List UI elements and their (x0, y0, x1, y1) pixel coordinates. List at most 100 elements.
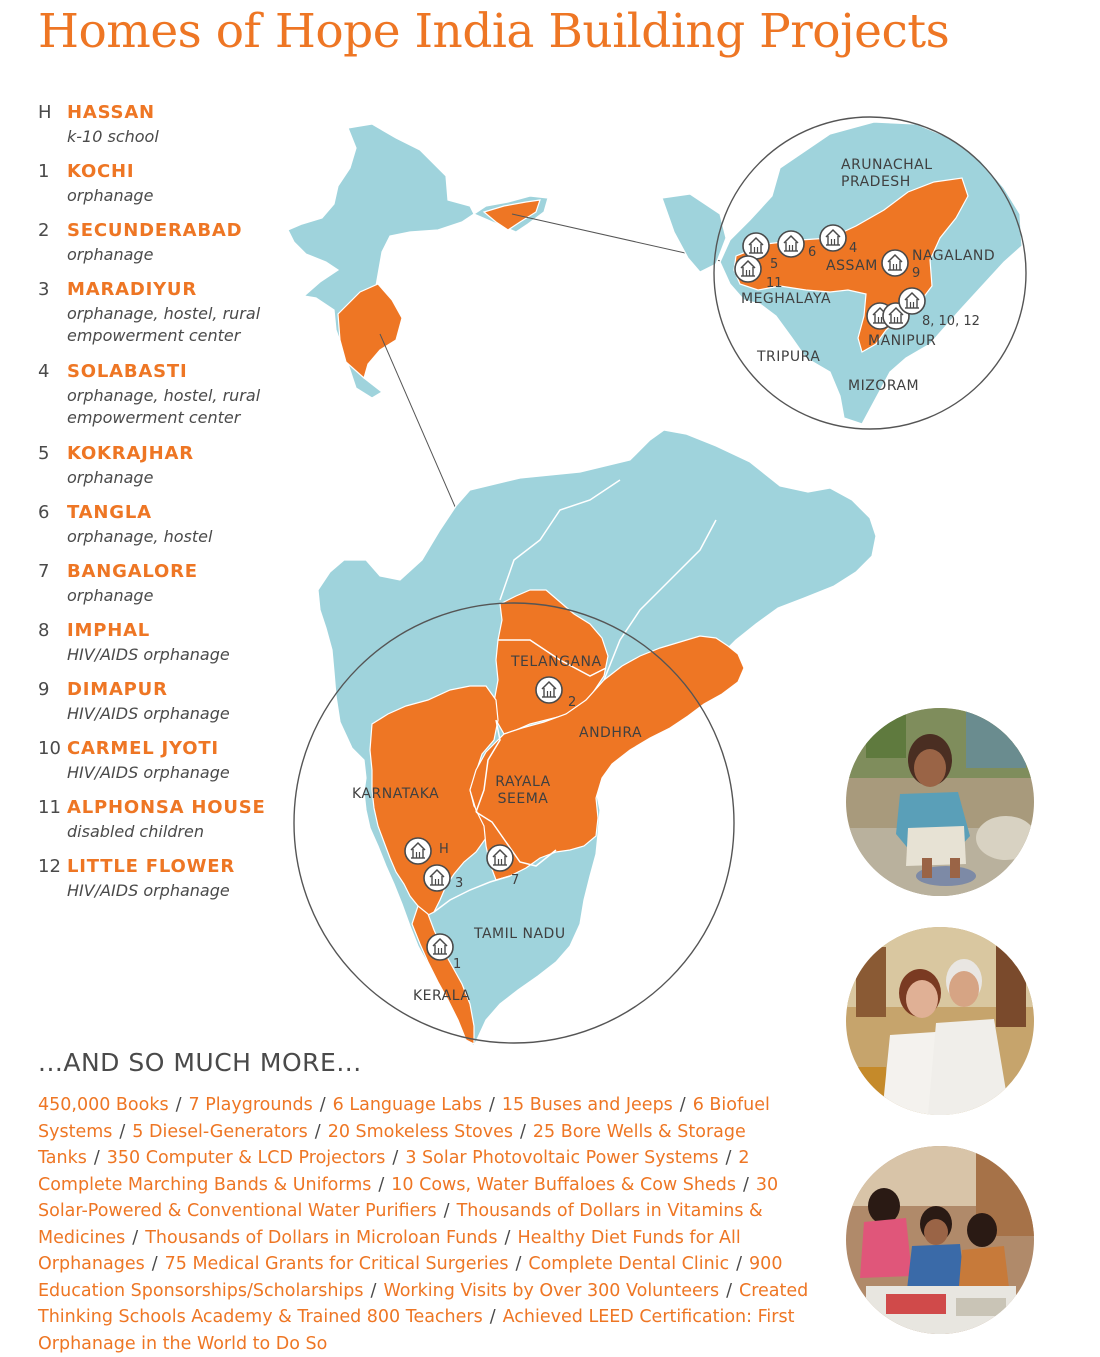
legend-number: 7 (38, 561, 50, 582)
achievement-item: 30 Solar-Powered & Conventional Water Pu… (38, 1174, 779, 1222)
marker-number: 7 (511, 873, 520, 888)
label-meghalaya: MEGHALAYA (741, 291, 832, 307)
legend-number: 4 (38, 361, 50, 382)
achievement-separator: / (488, 1095, 495, 1115)
legend-item: 10 CARMEL JYOTI HIV/AIDS orphanage (38, 736, 338, 795)
photo-couple (846, 927, 1034, 1115)
legend-description: disabled children (67, 822, 204, 841)
legend-description: orphanage (67, 186, 154, 205)
legend-name: IMPHAL (67, 620, 151, 641)
achievement-item: 2 Complete Marching Bands & Uniforms (38, 1148, 750, 1195)
marker-number: 8, 10, 12 (922, 314, 980, 329)
legend-description: orphanage, hostel, rural empowerment cen… (67, 386, 261, 427)
achievement-item: 6 Biofuel Systems (38, 1095, 770, 1142)
legend-description: k-10 school (67, 127, 159, 146)
legend-number: 2 (38, 220, 50, 241)
legend-item: 8 IMPHAL HIV/AIDS orphanage (38, 618, 338, 677)
state-borders (433, 479, 717, 913)
legend-description: orphanage (67, 468, 154, 487)
legend-description: HIV/AIDS orphanage (67, 645, 230, 664)
state-border-line (475, 719, 501, 813)
more-heading: ...AND SO MUCH MORE... (38, 1048, 362, 1077)
achievement-separator: / (725, 1148, 732, 1168)
label-telangana: TELANGANA (511, 654, 602, 670)
legend-item: H HASSAN k-10 school (38, 100, 338, 159)
legend-item: 7 BANGALORE orphanage (38, 559, 338, 618)
legend-item: 2 SECUNDERABAD orphanage (38, 218, 338, 277)
project-marker-icon (423, 864, 451, 892)
achievement-item: Complete Dental Clinic (528, 1254, 730, 1274)
legend-name: SOLABASTI (67, 361, 188, 382)
achievement-separator: / (151, 1254, 158, 1274)
legend-name: DIMAPUR (67, 679, 168, 700)
state-border-line (475, 811, 557, 867)
legend-name: CARMEL JYOTI (67, 738, 219, 759)
achievement-item: Healthy Diet Funds for All Orphanages (38, 1227, 741, 1275)
legend-name: TANGLA (67, 502, 152, 523)
achievement-separator: / (726, 1280, 732, 1301)
achievement-item: 10 Cows, Water Buffaloes & Cow Sheds (391, 1174, 736, 1195)
photo-girl-washing-image (846, 708, 1034, 896)
photo-students-classroom-image (846, 1146, 1034, 1334)
project-marker-icon (898, 287, 926, 315)
project-legend: H HASSAN k-10 school 1 KOCHI orphanage 2 SECU… (38, 100, 338, 913)
legend-name: KOCHI (67, 161, 135, 182)
legend-description: orphanage (67, 245, 154, 264)
project-marker-icon (819, 224, 847, 252)
achievement-item: Thousands of Dollars in Vitamins & Medic… (38, 1201, 763, 1248)
marker-number: 9 (912, 266, 921, 281)
legend-item: 12 LITTLE FLOWER HIV/AIDS orphanage (38, 854, 338, 913)
achievement-separator: / (520, 1121, 526, 1142)
achievement-item: 350 Computer & LCD Projectors (106, 1148, 386, 1168)
achievement-item: 6 Language Labs (332, 1095, 482, 1115)
achievement-item: 3 Solar Photovoltaic Power Systems (405, 1148, 719, 1168)
achievement-separator: / (489, 1307, 496, 1327)
legend-description: orphanage, hostel, rural empowerment cen… (67, 304, 261, 345)
legend-name: SECUNDERABAD (67, 220, 243, 241)
label-arunachal: ARUNACHAL PRADESH (841, 157, 933, 190)
marker-number: 11 (766, 276, 783, 291)
achievement-separator: / (736, 1254, 743, 1274)
achievement-separator: / (679, 1095, 686, 1115)
karnataka-highlight (369, 685, 499, 917)
legend-description: HIV/AIDS orphanage (67, 881, 230, 900)
legend-number: 6 (38, 502, 50, 523)
label-kerala: KERALA (413, 988, 471, 1004)
legend-number: 1 (38, 161, 50, 182)
legend-item: 1 KOCHI orphanage (38, 159, 338, 218)
photo-girl-washing (846, 708, 1034, 896)
achievement-separator: / (378, 1174, 385, 1195)
label-andhra: ANDHRA (579, 725, 643, 741)
photo-couple-image (846, 927, 1034, 1115)
legend-name: BANGALORE (67, 561, 198, 582)
state-border-line (603, 519, 717, 681)
legend-name: LITTLE FLOWER (67, 856, 236, 877)
legend-item: 4 SOLABASTI orphanage, hostel, rural empow… (38, 359, 338, 441)
page-title: Homes of Hope India Building Projects (38, 4, 950, 59)
label-manipur: MANIPUR (868, 333, 937, 349)
legend-name: MARADIYUR (67, 279, 197, 300)
legend-number: H (38, 102, 52, 123)
achievement-item: 900 Education Sponsorships/Scholarships (38, 1254, 783, 1301)
legend-description: HIV/AIDS orphanage (67, 763, 230, 782)
achievement-separator: / (319, 1095, 326, 1115)
achievement-item: Thousands of Dollars in Microloan Funds (145, 1227, 498, 1248)
achievement-separator: / (443, 1201, 450, 1221)
india-outline-map (287, 123, 475, 399)
marker-number: 2 (568, 695, 577, 710)
achievement-item: 7 Playgrounds (188, 1095, 313, 1115)
marker-number: 6 (808, 245, 817, 260)
achievement-item: 450,000 Books (38, 1095, 169, 1115)
achievements-list: 450,000 Books / 7 Playgrounds / 6 Language L… (38, 1092, 813, 1357)
marker-number: 1 (453, 957, 462, 972)
label-tamil-nadu: TAMIL NADU (474, 926, 566, 942)
achievement-separator: / (504, 1227, 511, 1248)
achievement-item: 20 Smokeless Stoves (327, 1121, 514, 1142)
state-border-line (499, 479, 621, 601)
project-marker-icon (734, 255, 762, 283)
achievement-separator: / (132, 1227, 139, 1248)
legend-number: 9 (38, 679, 50, 700)
legend-number: 10 (38, 738, 61, 759)
label-mizoram: MIZORAM (848, 378, 920, 394)
legend-number: 3 (38, 279, 50, 300)
